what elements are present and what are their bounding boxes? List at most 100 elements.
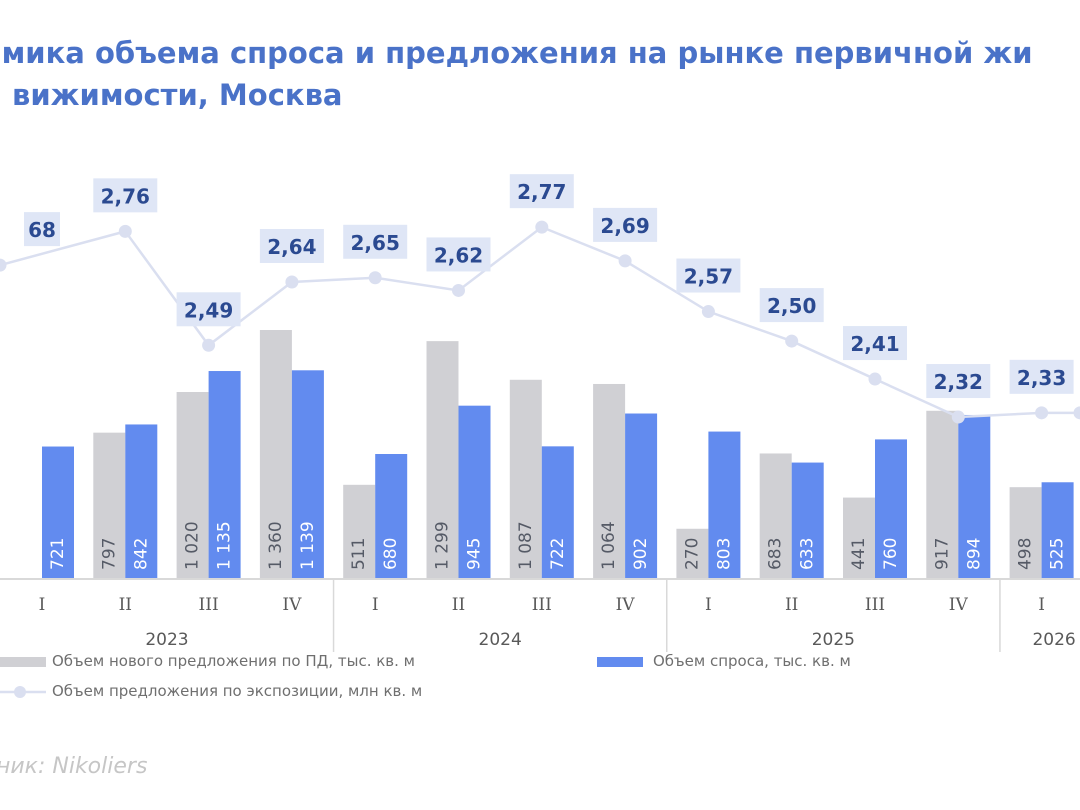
exposition-point [0,258,7,272]
legend-swatch-supply [0,657,46,667]
exposition-label: 2,32 [934,370,983,394]
exposition-point [868,372,882,386]
exposition-point [785,334,799,348]
exposition-point [535,220,549,234]
exposition-label-bg [676,258,741,293]
exposition-label-bg [93,178,158,213]
bar-demand [125,424,158,578]
exposition-label: 2,33 [1017,366,1066,390]
bar-label-demand: 842 [131,538,151,570]
bar-label-supply: 1 299 [433,521,453,570]
bar-label-supply: 1 020 [183,521,203,570]
bar-demand [42,446,74,578]
x-tick-label: IV [949,595,969,615]
legend-swatch-exposition [0,686,46,698]
x-group-label: 2024 [479,630,522,650]
bar-label-supply: 797 [99,538,119,570]
bar-supply [843,497,875,578]
bar-label-demand: 945 [465,538,485,570]
exposition-label: 2,69 [600,214,649,238]
bar-supply [593,383,626,578]
bar-demand [208,371,241,578]
bar-supply [1009,487,1042,578]
bar-label-demand: 1 135 [215,521,235,570]
bar-demand [708,431,741,578]
exposition-label: 68 [28,218,56,242]
exposition-label: 2,41 [850,332,899,356]
exposition-point [202,338,216,352]
bar-supply [93,432,126,578]
source-note: ник: Nikoliers [0,754,148,779]
bar-supply [343,484,376,578]
exposition-point [452,283,465,297]
exposition-label: 2,77 [517,180,566,204]
bar-demand [625,413,658,578]
exposition-label: 2,65 [351,231,400,255]
exposition-label-bg [759,288,824,323]
x-tick-label: II [452,595,465,615]
exposition-label: 2,76 [101,184,150,208]
exposition-point [368,271,382,285]
bar-label-demand: 803 [714,538,734,570]
bar-label-demand: 525 [1048,538,1068,570]
exposition-label-bg [259,229,324,263]
exposition-label: 2,49 [184,298,233,322]
exposition-label-bg [176,292,241,327]
exposition-label: 2,57 [684,265,733,289]
x-tick-label: II [119,595,132,615]
bar-label-supply: 270 [682,538,702,570]
x-group-label: 2026 [1032,630,1075,650]
exposition-line [0,225,1080,419]
bar-demand [541,446,574,578]
x-tick-label: I [39,595,46,615]
legend-label-supply: Объем нового предложения по ПД, тыс. кв.… [52,652,415,670]
legend-label-exposition: Объем предложения по экспозиции, млн кв.… [52,682,423,700]
x-group-label: 2025 [812,630,855,650]
bar-label-demand: 760 [881,538,901,570]
exposition-label: 2,50 [767,294,816,318]
exposition-label: 2,62 [434,243,483,267]
x-tick-label: III [532,595,552,615]
exposition-point [618,254,632,268]
title-line: амика объема спроса и предложения на рын… [0,36,1033,70]
chart-title: амика объема спроса и предложения на рын… [0,32,1080,116]
exposition-label-bg [1009,359,1074,394]
bar-label-demand: 1 139 [298,521,318,570]
x-tick-label: IV [616,595,636,615]
bar-demand [458,405,491,578]
bar-supply [259,330,292,578]
bar-label-supply: 1 087 [516,521,536,570]
exposition-point [285,275,299,289]
x-tick-label: I [372,595,379,615]
bar-label-supply: 498 [1016,538,1036,570]
exposition-point [118,224,132,238]
bar-label-supply: 917 [932,538,952,570]
x-tick-label: II [785,595,798,615]
bar-label-supply: 1 064 [599,521,619,570]
exposition-label-bg [343,224,408,259]
x-tick-label: III [199,595,219,615]
bar-supply [676,528,709,578]
exposition-label-bg [926,364,991,399]
bar-demand [875,439,907,578]
bar-supply [926,410,959,578]
legend-swatch-demand [597,657,643,667]
bar-demand [291,370,324,578]
bar-label-supply: 1 360 [266,521,286,570]
bar-supply [759,453,792,578]
x-tick-label: IV [282,595,302,615]
bar-supply [426,341,459,578]
bar-label-supply: 511 [349,538,369,570]
exposition-point [701,305,715,319]
bar-supply [509,379,542,578]
bar-label-demand: 722 [548,538,568,570]
exposition-label-bg [593,207,658,242]
bar-label-supply: 441 [849,538,869,570]
exposition-label: 2,64 [267,235,316,259]
exposition-point [1073,406,1080,420]
legend-label-demand: Объем спроса, тыс. кв. м [653,652,851,670]
bar-supply [176,392,209,578]
exposition-label-bg [24,212,60,247]
bar-demand [1041,482,1074,578]
